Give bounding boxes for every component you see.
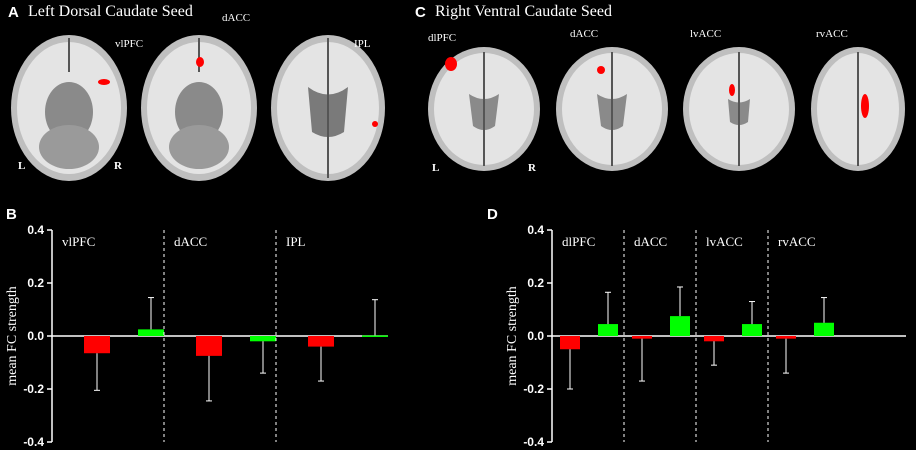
panel-label-b: B xyxy=(6,206,17,223)
bar xyxy=(196,336,222,356)
orientation-left-c: L xyxy=(432,162,440,174)
brain-label-a2: dACC xyxy=(222,12,251,24)
bar xyxy=(308,336,334,347)
y-tick-label: 0.2 xyxy=(27,276,44,290)
region-label: IPL xyxy=(286,234,306,249)
region-label: vlPFC xyxy=(62,234,95,249)
bar xyxy=(632,336,652,339)
y-tick-label: -0.4 xyxy=(523,435,544,449)
y-tick-label: -0.2 xyxy=(23,382,44,396)
panel-label-c: C xyxy=(415,4,426,21)
y-tick-label: -0.2 xyxy=(523,382,544,396)
brain-slice-c3 xyxy=(680,44,798,174)
panel-title-c: Right Ventral Caudate Seed xyxy=(435,3,612,20)
bar xyxy=(560,336,580,350)
orientation-right-a: R xyxy=(114,160,122,172)
brain-label-c3: lvACC xyxy=(690,28,722,40)
bar xyxy=(138,329,164,336)
panel-label-a: A xyxy=(8,4,19,21)
bar xyxy=(776,336,796,339)
region-label: lvACC xyxy=(706,234,743,249)
region-label: dlPFC xyxy=(562,234,595,249)
bar xyxy=(814,322,834,336)
brain-label-a3: IPL xyxy=(354,38,371,50)
y-tick-label: 0.0 xyxy=(27,329,44,343)
region-label: dACC xyxy=(634,234,667,249)
bar xyxy=(250,336,276,342)
region-label: rvACC xyxy=(778,234,816,249)
orientation-right-c: R xyxy=(528,162,536,174)
bar xyxy=(742,324,762,336)
y-tick-label: 0.0 xyxy=(527,329,544,343)
region-label: dACC xyxy=(174,234,207,249)
brain-slice-c2 xyxy=(553,44,671,174)
brain-slice-a2 xyxy=(138,32,260,184)
y-axis-label: mean FC strength xyxy=(5,286,20,386)
bar xyxy=(598,324,618,336)
y-tick-label: -0.4 xyxy=(23,435,44,449)
bar xyxy=(362,335,388,337)
brain-slice-c1 xyxy=(425,44,543,174)
brain-slice-a1 xyxy=(8,32,130,184)
brain-label-c2: dACC xyxy=(570,28,599,40)
brain-label-a1: vlPFC xyxy=(115,38,144,50)
panel-title-a: Left Dorsal Caudate Seed xyxy=(28,3,193,20)
orientation-left-a: L xyxy=(18,160,26,172)
brain-slice-a3 xyxy=(268,32,388,184)
bar xyxy=(84,336,110,354)
brain-label-c4: rvACC xyxy=(816,28,848,40)
bar xyxy=(704,336,724,342)
chart-b: 0.4 0.2 0.0 -0.2 -0.4 mean FC strength vlPFC dA… xyxy=(5,223,388,449)
y-tick-label: 0.2 xyxy=(527,276,544,290)
brain-slice-c4 xyxy=(808,44,908,174)
brain-label-c1: dlPFC xyxy=(428,32,457,44)
y-axis-label: mean FC strength xyxy=(505,286,520,386)
y-tick-label: 0.4 xyxy=(27,223,44,237)
chart-d: 0.4 0.2 0.0 -0.2 -0.4 mean FC strength dlPFC dA… xyxy=(505,223,906,449)
panel-label-d: D xyxy=(487,206,498,223)
bar xyxy=(670,316,690,336)
y-tick-label: 0.4 xyxy=(527,223,544,237)
